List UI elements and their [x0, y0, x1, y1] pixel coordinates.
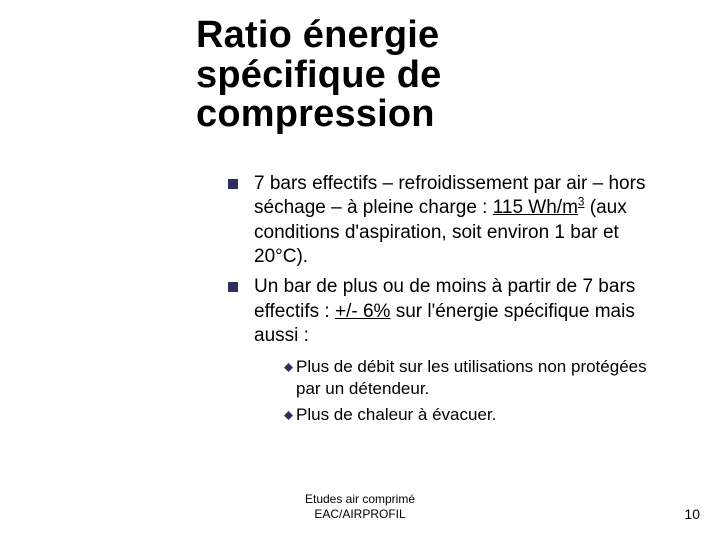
title-line: spécifique de — [196, 56, 441, 96]
slide: Ratio énergiespécifique decompression 7 … — [0, 0, 720, 540]
slide-title: Ratio énergiespécifique decompression — [196, 16, 441, 135]
bullet-item: Un bar de plus ou de moins à partir de 7… — [228, 275, 660, 348]
footer-center: Etudes air comprimé EAC/AIRPROFIL — [305, 492, 415, 522]
bullet-text: Un bar de plus ou de moins à partir de 7… — [254, 275, 660, 348]
slide-footer: Etudes air comprimé EAC/AIRPROFIL 10 — [0, 492, 720, 526]
bullet-item: 7 bars effectifs – refroidissement par a… — [228, 172, 660, 269]
sub-bullet-item: Plus de chaleur à évacuer. — [284, 404, 660, 426]
square-bullet-icon — [228, 282, 238, 292]
bullet-text: 7 bars effectifs – refroidissement par a… — [254, 172, 660, 269]
sub-bullet-text: Plus de chaleur à évacuer. — [296, 404, 496, 426]
square-bullet-icon — [228, 179, 238, 189]
slide-body: 7 bars effectifs – refroidissement par a… — [228, 172, 660, 429]
sub-bullet-text: Plus de débit sur les utilisations non p… — [296, 356, 660, 400]
sub-bullet-item: Plus de débit sur les utilisations non p… — [284, 356, 660, 400]
sub-list: Plus de débit sur les utilisations non p… — [284, 356, 660, 425]
title-line: compression — [196, 95, 441, 135]
page-number: 10 — [684, 506, 700, 522]
footer-line2: EAC/AIRPROFIL — [305, 507, 415, 522]
title-line: Ratio énergie — [196, 16, 441, 56]
footer-line1: Etudes air comprimé — [305, 492, 415, 507]
